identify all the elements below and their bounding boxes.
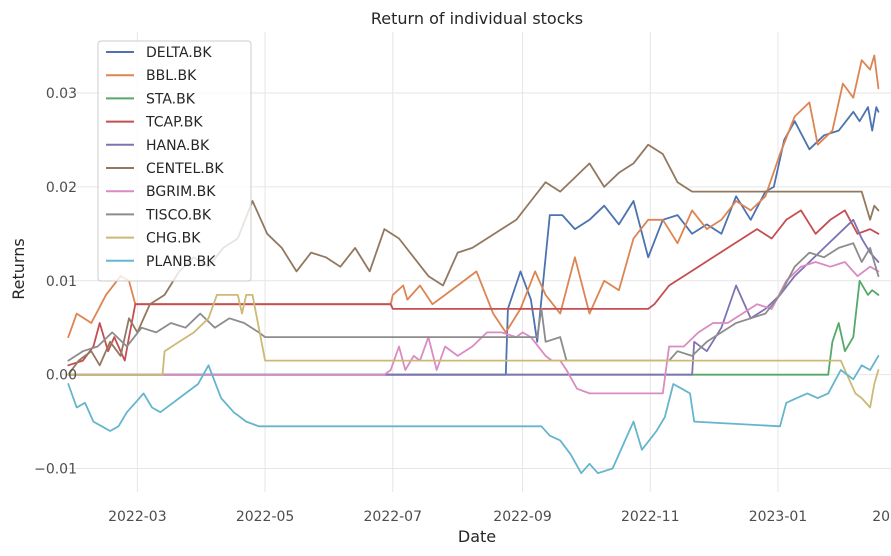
legend-label-5: CENTEL.BK xyxy=(146,161,224,177)
y-tick-label-4: 0.03 xyxy=(46,86,77,102)
x-tick-label-0: 2022-03 xyxy=(108,509,167,525)
series-line-sta-bk xyxy=(67,279,880,376)
legend-label-2: STA.BK xyxy=(146,91,196,107)
series-line-bbl-bk xyxy=(67,54,880,338)
series-line-bgrim-bk xyxy=(67,261,880,395)
chart-title: Return of individual stocks xyxy=(371,9,583,28)
y-tick-label-1: 0.00 xyxy=(46,368,77,384)
y-tick-label-2: 0.01 xyxy=(46,274,77,290)
legend: DELTA.BK BBL.BK STA.BK TCAP.BK HANA.BK CENTEL… xyxy=(97,40,252,282)
legend-label-7: TISCO.BK xyxy=(145,207,212,223)
x-axis-ticks: 2022-03 2022-05 2022-07 2022-09 2022-11 2023-… xyxy=(108,509,891,525)
legend-label-8: CHG.BK xyxy=(146,231,201,247)
series-line-delta-bk xyxy=(67,106,880,376)
x-tick-label-3: 2022-09 xyxy=(493,509,552,525)
legend-label-4: HANA.BK xyxy=(146,138,210,154)
series-line-chg-bk xyxy=(67,294,880,409)
x-tick-label-2: 2022-07 xyxy=(364,509,423,525)
x-tick-label-1: 2022-05 xyxy=(236,509,295,525)
series-lines xyxy=(67,54,880,475)
y-axis-label: Returns xyxy=(9,238,28,299)
legend-label-9: PLANB.BK xyxy=(146,254,216,270)
y-tick-label-3: 0.02 xyxy=(46,180,77,196)
x-tick-label-5: 2023-01 xyxy=(749,509,808,525)
legend-label-6: BGRIM.BK xyxy=(146,184,216,200)
x-axis-label: Date xyxy=(458,527,496,546)
legend-label-1: BBL.BK xyxy=(146,68,197,84)
x-tick-label-6: 2023-03 xyxy=(872,509,891,525)
series-line-tcap-bk xyxy=(67,209,880,367)
series-line-planb-bk xyxy=(67,355,880,475)
x-tick-label-4: 2022-11 xyxy=(621,509,680,525)
y-tick-label-0: −0.01 xyxy=(34,462,77,478)
legend-label-3: TCAP.BK xyxy=(145,115,203,131)
legend-label-0: DELTA.BK xyxy=(146,45,212,61)
series-line-centel-bk xyxy=(67,143,880,376)
series-line-tisco-bk xyxy=(67,242,880,362)
y-axis-ticks: −0.01 0.00 0.01 0.02 0.03 xyxy=(34,86,77,478)
legend-frame xyxy=(97,40,252,282)
